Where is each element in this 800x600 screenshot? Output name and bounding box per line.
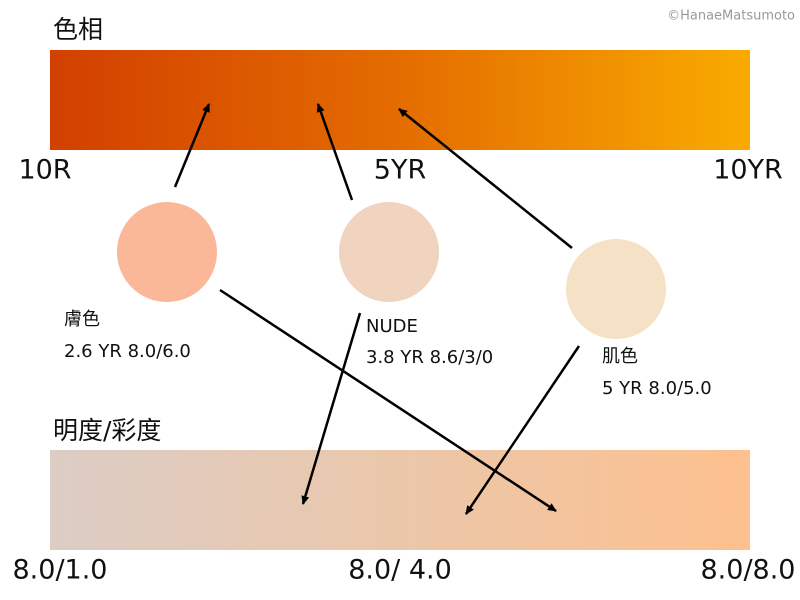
arrow (301, 312, 362, 505)
swatch-code: 3.8 YR 8.6/3/0 (366, 347, 493, 368)
swatch (339, 202, 439, 302)
value-chroma-label: 8.0/ 4.0 (348, 555, 452, 586)
value-chroma-bar (50, 450, 750, 550)
swatch-name: 膚色 (64, 309, 100, 330)
swatch-code: 2.6 YR 8.0/6.0 (64, 341, 191, 362)
arrow (464, 345, 581, 515)
swatch-name: 肌色 (602, 346, 638, 367)
value-chroma-label: 8.0/8.0 (701, 555, 796, 586)
hue-label: 5YR (374, 155, 426, 186)
swatch (566, 239, 666, 339)
hue-title: 色相 (53, 15, 103, 44)
swatch (117, 202, 217, 302)
arrow (398, 108, 573, 249)
value-chroma-label: 8.0/1.0 (13, 555, 108, 586)
credit: ©HanaeMatsumoto (667, 9, 795, 24)
swatch-code: 5 YR 8.0/5.0 (602, 378, 712, 399)
hue-label: 10YR (713, 155, 783, 186)
value-chroma-title: 明度/彩度 (53, 416, 161, 445)
arrow (316, 103, 354, 201)
arrow (219, 288, 557, 513)
swatch-name: NUDE (366, 316, 418, 337)
arrow (173, 103, 211, 188)
hue-label: 10R (18, 155, 71, 186)
hue-bar (50, 50, 750, 150)
